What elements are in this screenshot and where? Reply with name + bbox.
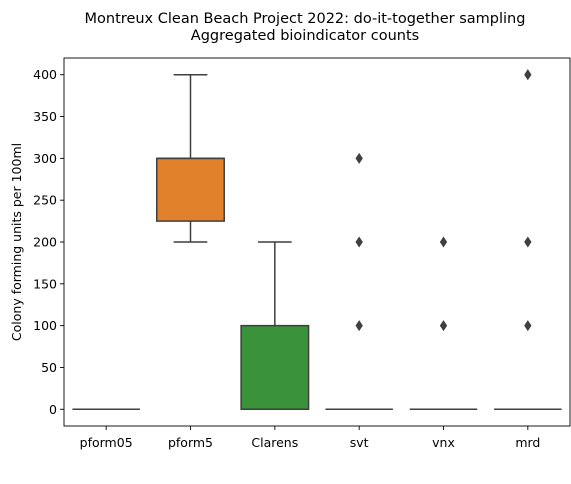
box-mrd xyxy=(494,69,562,411)
outlier-point xyxy=(355,152,363,164)
x-tick-label: vnx xyxy=(432,435,455,450)
outlier-point xyxy=(355,320,363,332)
outlier-point xyxy=(524,236,532,248)
x-tick-label: pform5 xyxy=(168,435,213,450)
outlier-point xyxy=(355,236,363,248)
outlier-point xyxy=(524,69,532,81)
y-tick-label: 0 xyxy=(49,402,57,417)
box-vnx xyxy=(409,236,478,411)
y-tick-label: 300 xyxy=(33,151,57,166)
y-tick-label: 100 xyxy=(33,318,57,333)
chart-title-line-2: Aggregated bioindicator counts xyxy=(191,28,419,44)
box-Clarens xyxy=(240,241,310,411)
box-iqr xyxy=(240,324,310,411)
y-axis-label: Colony forming units per 100ml xyxy=(9,143,24,341)
box-pform5 xyxy=(156,73,225,243)
box-svt xyxy=(325,152,393,411)
x-tick-label: mrd xyxy=(515,435,540,450)
box-iqr xyxy=(156,157,225,222)
y-tick-label: 250 xyxy=(33,193,57,208)
plot-area xyxy=(72,69,562,411)
x-tick-label: Clarens xyxy=(251,435,298,450)
y-tick-label: 150 xyxy=(33,276,57,291)
outlier-point xyxy=(524,320,532,332)
axes-frame xyxy=(63,57,571,427)
y-tick-label: 400 xyxy=(33,67,57,82)
y-tick-label: 200 xyxy=(33,235,57,250)
y-tick-label: 50 xyxy=(41,360,57,375)
chart-title-line-1: Montreux Clean Beach Project 2022: do-it… xyxy=(85,11,526,27)
y-tick-label: 350 xyxy=(33,109,57,124)
outlier-point xyxy=(439,320,448,332)
x-tick-label: pform05 xyxy=(80,435,133,450)
outlier-point xyxy=(439,236,448,248)
x-tick-label: svt xyxy=(350,435,369,450)
